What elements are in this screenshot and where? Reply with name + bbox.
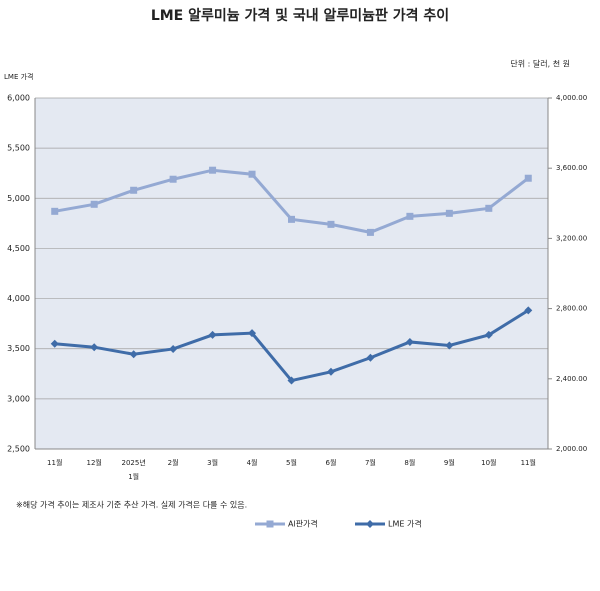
point bbox=[209, 166, 217, 174]
point bbox=[169, 175, 177, 183]
point bbox=[327, 220, 335, 228]
y2-tick-label: 2,000.00 bbox=[556, 445, 587, 453]
point bbox=[129, 350, 138, 359]
point bbox=[287, 376, 296, 385]
point bbox=[445, 209, 453, 217]
point bbox=[90, 200, 98, 208]
x-tick-label: 2월 bbox=[168, 458, 179, 467]
point bbox=[248, 170, 256, 178]
y-tick-label: 3,500 bbox=[7, 344, 30, 353]
point bbox=[524, 174, 532, 182]
point bbox=[485, 204, 493, 212]
x-tick-label: 7월 bbox=[365, 458, 376, 467]
chart-title: LME 알루미늄 가격 및 국내 알루미늄판 가격 추이 bbox=[151, 7, 449, 24]
point bbox=[90, 343, 99, 352]
y2-tick-label: 4,000.00 bbox=[556, 94, 587, 102]
point bbox=[326, 367, 335, 376]
note: ※해당 가격 추이는 제조사 기준 추산 가격. 실제 가격은 다를 수 있음. bbox=[16, 500, 247, 510]
point bbox=[50, 339, 59, 348]
point bbox=[51, 207, 59, 215]
x-tick-label: 8월 bbox=[404, 458, 415, 467]
y-tick-label: 4,500 bbox=[7, 244, 30, 253]
point bbox=[484, 330, 493, 339]
point bbox=[169, 344, 178, 353]
point bbox=[266, 520, 274, 528]
x-tick-label: 5월 bbox=[286, 458, 297, 467]
x-tick-label: 4월 bbox=[247, 458, 258, 467]
y-tick-label: 4,000 bbox=[7, 294, 30, 303]
y-axis-label: LME 가격 bbox=[4, 72, 33, 81]
x-tick-label: 3월 bbox=[207, 458, 218, 467]
point bbox=[406, 212, 414, 220]
point bbox=[248, 329, 257, 338]
y-tick-label: 5,500 bbox=[7, 144, 30, 153]
point bbox=[524, 306, 533, 315]
y-tick-label: 5,000 bbox=[7, 194, 30, 203]
point bbox=[405, 337, 414, 346]
y2-tick-label: 3,200.00 bbox=[556, 234, 587, 242]
y2-tick-label: 2,800.00 bbox=[556, 305, 587, 313]
y2-tick-label: 3,600.00 bbox=[556, 164, 587, 172]
point bbox=[288, 215, 295, 223]
y-tick-label: 3,000 bbox=[7, 394, 30, 403]
y2-tick-label: 2,400.00 bbox=[556, 375, 587, 383]
x-tick-label: 10월 bbox=[481, 458, 496, 467]
x-tick-label: 11월 bbox=[47, 458, 62, 467]
plot-area bbox=[35, 98, 548, 449]
point bbox=[208, 330, 217, 339]
point bbox=[366, 228, 374, 236]
y-tick-label: 6,000 bbox=[7, 94, 30, 103]
point bbox=[366, 520, 374, 528]
point bbox=[366, 353, 375, 362]
legend-label: Al판가격 bbox=[288, 519, 318, 529]
unit-label: 단위 : 달러, 천 원 bbox=[510, 59, 570, 69]
x-tick-label: 12월 bbox=[87, 458, 102, 467]
x-tick-label: 9월 bbox=[444, 458, 455, 467]
point bbox=[130, 186, 138, 194]
x-tick-label: 11월 bbox=[521, 458, 536, 467]
y-tick-label: 2,500 bbox=[7, 445, 30, 454]
point bbox=[445, 341, 454, 350]
x-tick-label: 6월 bbox=[326, 458, 337, 467]
legend-label: LME 가격 bbox=[388, 519, 422, 529]
x-tick-label: 2025년 1월 bbox=[122, 458, 146, 481]
